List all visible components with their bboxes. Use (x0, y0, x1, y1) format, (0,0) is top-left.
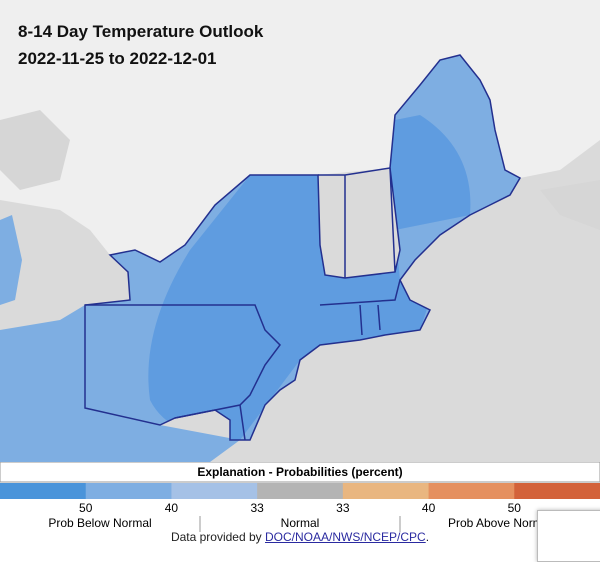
legend-tick-label: 33 (250, 501, 264, 515)
map-title: 8-14 Day Temperature Outlook (18, 22, 264, 41)
map-subtitle: 2022-11-25 to 2022-12-01 (18, 49, 217, 68)
legend-header (0, 462, 600, 483)
legend-swatch (85, 483, 172, 499)
region-edge (0, 215, 22, 305)
region-west (0, 305, 240, 462)
legend: Explanation - Probabilities (percent) 50… (0, 462, 600, 532)
legend-swatch (171, 483, 258, 499)
legend-category: Prob Below Normal (48, 516, 151, 530)
borders (84, 54, 522, 441)
legend-tick-label: 50 (508, 501, 522, 515)
thumbnail[interactable] (537, 510, 600, 562)
legend-tick-label: 50 (79, 501, 93, 515)
legend-swatch (342, 483, 430, 499)
legend-swatch (0, 483, 87, 499)
attribution: Data provided by DOC/NOAA/NWS/NCEP/CPC. (0, 530, 600, 544)
land-north (0, 0, 600, 262)
attribution-suffix: . (425, 530, 430, 544)
legend-tick-label: 33 (336, 501, 350, 515)
legend-swatch (514, 483, 600, 499)
legend-category: Normal (281, 516, 320, 530)
legend-tick-label: 40 (165, 501, 179, 515)
legend-tick-label: 40 (422, 501, 436, 515)
legend-swatch (428, 483, 515, 499)
legend-title: Explanation - Probabilities (percent) (197, 465, 402, 479)
attribution-link[interactable]: DOC/NOAA/NWS/NCEP/CPC (265, 530, 426, 544)
legend-swatch (257, 483, 344, 499)
attribution-prefix: Data provided by (170, 530, 262, 544)
map (0, 0, 600, 462)
legend-category: Prob Above Normal (448, 516, 552, 530)
